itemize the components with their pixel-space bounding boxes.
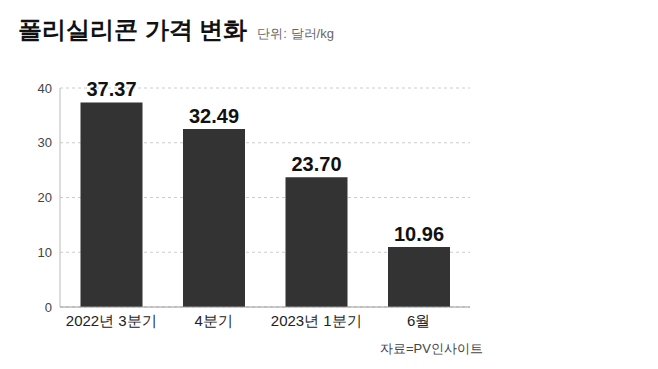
svg-text:30: 30: [38, 135, 52, 150]
svg-text:2022년 3분기: 2022년 3분기: [66, 312, 157, 329]
svg-text:40: 40: [38, 81, 52, 96]
svg-text:2023년 1분기: 2023년 1분기: [271, 312, 362, 329]
html-text:자료=PV인사이트: 자료=PV인사이트: [380, 341, 483, 356]
html-text:폴리실리콘 가격 변화 단위: 달러/kg: 폴리실리콘 가격 변화 단위: 달러/kg: [18, 16, 334, 43]
svg-text:32.49: 32.49: [189, 105, 239, 127]
svg-text:10.96: 10.96: [394, 223, 444, 245]
svg-text:37.37: 37.37: [86, 78, 136, 100]
svg-text:4분기: 4분기: [195, 312, 233, 329]
svg-text:23.70: 23.70: [291, 153, 341, 175]
svg-text:10: 10: [38, 245, 52, 260]
svg-text:6월: 6월: [407, 312, 430, 329]
svg-text:20: 20: [38, 190, 52, 205]
svg-text:0: 0: [45, 300, 52, 315]
